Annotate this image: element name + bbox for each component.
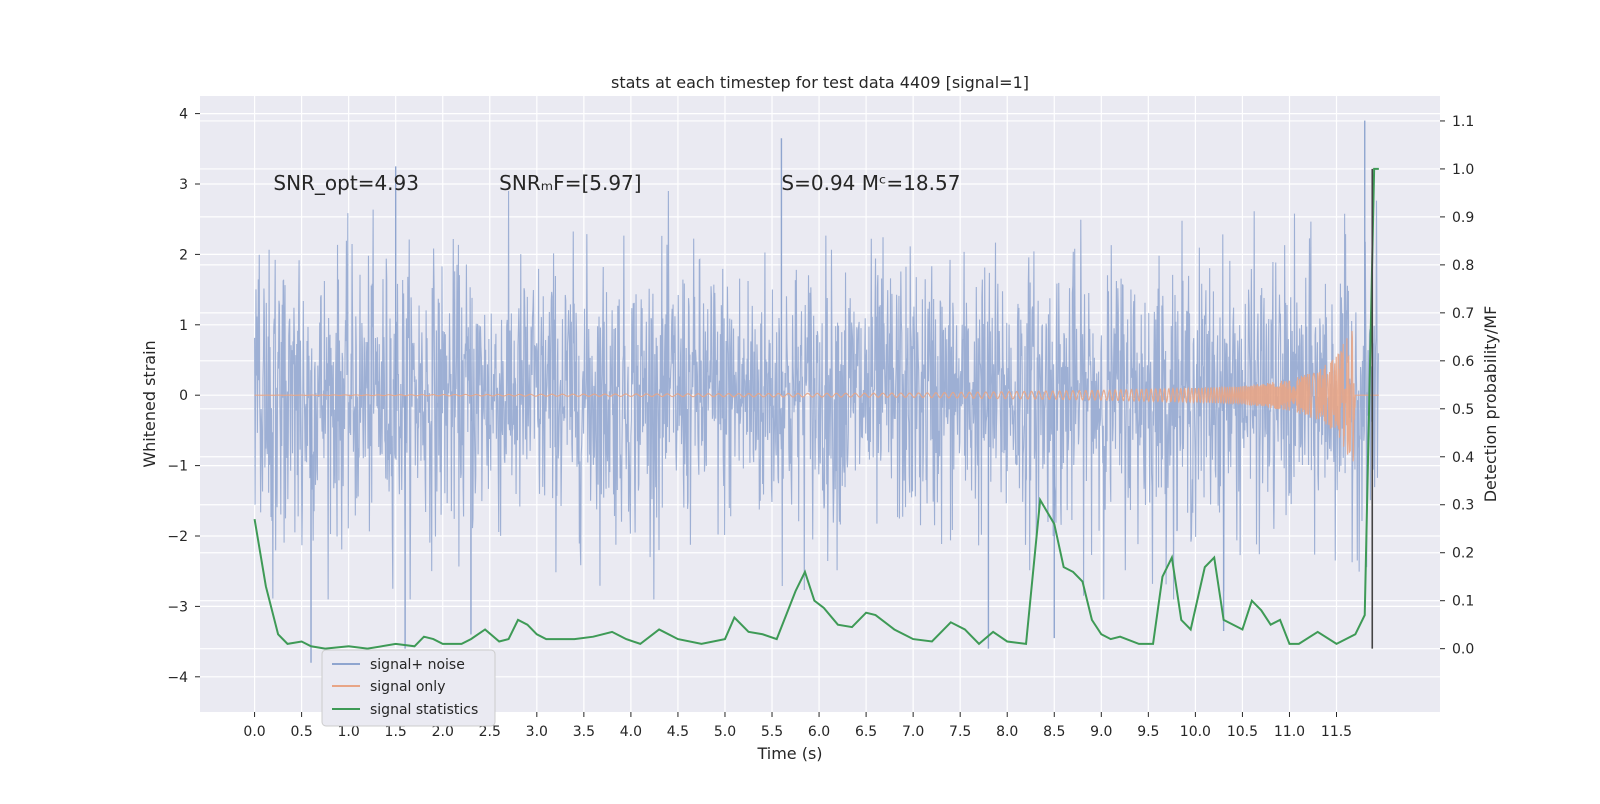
x-tick-label: 2.0 [432, 724, 454, 740]
x-tick-label: 11.0 [1274, 724, 1305, 740]
y-tick-label: −3 [167, 599, 188, 615]
x-tick-label: 6.5 [855, 724, 877, 740]
x-tick-label: 3.5 [573, 724, 595, 740]
y2-tick-label: 0.2 [1452, 546, 1474, 562]
legend-label-signal-noise: signal+ noise [370, 657, 465, 673]
y2-tick-label: 0.4 [1452, 450, 1474, 466]
x-tick-label: 8.5 [1043, 724, 1065, 740]
signal-statistics-series [253, 167, 1379, 650]
x-tick-label: 7.5 [949, 724, 971, 740]
legend-label-signal-statistics: signal statistics [370, 702, 478, 718]
y2-tick-label: 0.3 [1452, 498, 1474, 514]
y2-tick-label: 0.7 [1452, 306, 1474, 322]
x-tick-label: 3.0 [526, 724, 548, 740]
x-tick-label: 8.0 [996, 724, 1018, 740]
x-tick-label: 2.5 [479, 724, 501, 740]
x-tick-label: 0.0 [243, 724, 265, 740]
x-tick-label: 1.0 [338, 724, 360, 740]
y2-tick-label: 0.1 [1452, 594, 1474, 610]
y-tick-label: 3 [179, 177, 188, 193]
y-axis-label: Whitened strain [140, 340, 159, 467]
chart-title: stats at each timestep for test data 440… [611, 73, 1029, 92]
x-tick-label: 1.5 [385, 724, 407, 740]
x-tick-label: 6.0 [808, 724, 830, 740]
x-tick-label: 4.0 [620, 724, 642, 740]
x-tick-label: 5.0 [714, 724, 736, 740]
x-tick-label: 7.0 [902, 724, 924, 740]
x-tick-label: 10.5 [1227, 724, 1258, 740]
x-tick-label: 5.5 [761, 724, 783, 740]
y-tick-label: −2 [167, 529, 188, 545]
y2-tick-label: 0.8 [1452, 258, 1474, 274]
y-tick-label: 0 [179, 388, 188, 404]
signal-statistics-line [253, 167, 1379, 650]
x-tick-label: 0.5 [290, 724, 312, 740]
y2-tick-label: 0.9 [1452, 210, 1474, 226]
x-tick-label: 9.0 [1090, 724, 1112, 740]
x-tick-label: 9.5 [1137, 724, 1159, 740]
legend-box [321, 649, 496, 727]
legend-label-signal-only: signal only [370, 679, 445, 695]
axes: 0.0 0.5 1.0 1.5 2.0 2.5 3.0 3.5 4.0 4.5 5.0 5.5 6.0 6… [167, 107, 1474, 740]
y2-tick-label: 0.5 [1452, 402, 1474, 418]
annotation-text: SNRₘF=[5.97] [499, 171, 641, 195]
y2-tick-label: 0.6 [1452, 354, 1474, 370]
legend: signal+ noise signal only signal statist… [321, 649, 496, 727]
x-tick-label: 4.5 [667, 724, 689, 740]
y2-tick-label: 0.0 [1452, 642, 1474, 658]
signal-noise-line [254, 191, 1379, 600]
signal-noise-series [254, 120, 1379, 663]
y2-tick-label: 1.1 [1452, 114, 1474, 130]
x-axis-label: Time (s) [756, 744, 822, 763]
y2-tick-label: 1.0 [1452, 162, 1474, 178]
y-tick-label: 1 [179, 318, 188, 334]
annotation-text: SNR_opt=4.93 [273, 171, 419, 195]
y2-axis-label: Detection probability/MF [1481, 306, 1500, 503]
x-tick-label: 10.0 [1180, 724, 1211, 740]
annotation-text: S=0.94 Mᶜ=18.57 [781, 171, 960, 195]
y-tick-label: −4 [167, 670, 188, 686]
x-tick-label: 11.5 [1321, 724, 1352, 740]
signal-only-line [254, 330, 1379, 462]
y-tick-label: 2 [179, 247, 188, 263]
signal-only-series [254, 330, 1379, 462]
y-tick-label: 4 [179, 107, 188, 123]
annotations: SNR_opt=4.93 SNRₘF=[5.97] S=0.94 Mᶜ=18.57 [273, 171, 960, 195]
y-tick-label: −1 [167, 459, 188, 475]
